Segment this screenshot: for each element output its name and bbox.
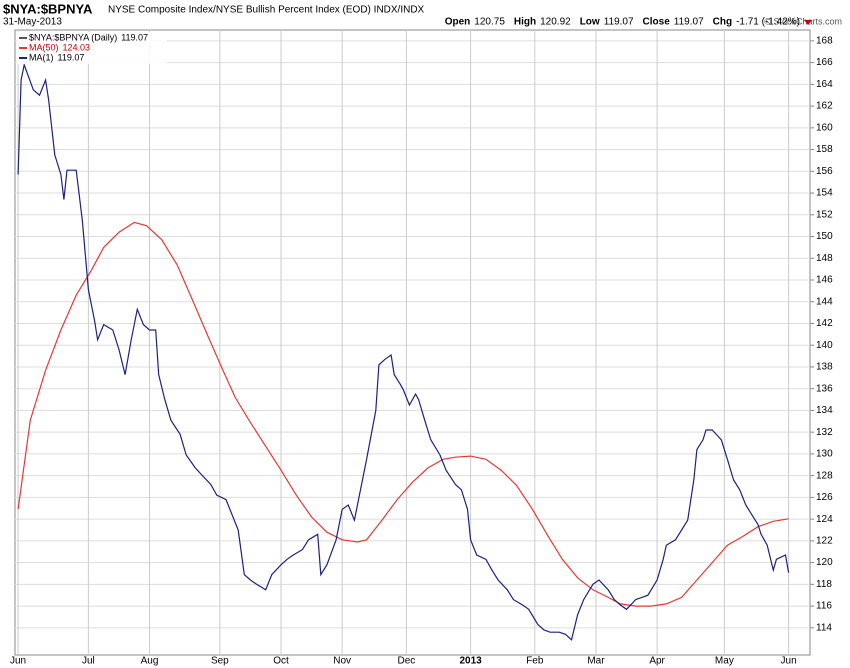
y-tick-label: 158: [816, 144, 833, 155]
quote-label: High: [514, 17, 536, 28]
x-tick-label: 2013: [459, 656, 482, 667]
quote-label: Open: [445, 17, 471, 28]
plot-area: [14, 29, 811, 656]
legend-name: MA(1): [29, 52, 54, 62]
x-tick-label: May: [715, 656, 734, 667]
y-tick-label: 168: [816, 36, 833, 47]
series-line: [17, 221, 789, 607]
x-tick-label: Aug: [141, 656, 159, 667]
chart-subtitle: NYSE Composite Index/NYSE Bullish Percen…: [108, 5, 425, 16]
y-tick-label: 116: [816, 601, 832, 612]
y-tick-label: 166: [816, 57, 833, 68]
y-tick-label: 126: [816, 492, 833, 503]
y-tick-label: 146: [816, 275, 833, 286]
legend-name: MA(50): [29, 42, 59, 52]
y-tick-label: 128: [816, 470, 833, 481]
y-tick-label: 156: [816, 166, 833, 177]
y-tick-label: 154: [816, 188, 833, 199]
chart-date: 31-May-2013: [3, 17, 62, 28]
chart-title: $NYA:$BPNYA: [3, 1, 93, 16]
y-tick-label: 152: [816, 209, 833, 220]
quote-value: -1.71 (-1.42%): [736, 17, 800, 28]
quote-value: 119.07: [674, 17, 704, 28]
legend-value: 119.07: [58, 52, 85, 62]
quote-value: 120.92: [540, 17, 571, 28]
quote-label: Close: [643, 17, 671, 28]
y-tick-label: 144: [816, 296, 833, 307]
legend-value: 124.03: [63, 42, 91, 52]
x-tick-label: Jul: [82, 656, 95, 667]
y-tick-label: 132: [816, 427, 833, 438]
y-tick-label: 134: [816, 405, 833, 416]
y-tick-label: 140: [816, 340, 833, 351]
y-tick-label: 122: [816, 536, 833, 547]
legend-value: 119.07: [121, 32, 148, 42]
x-tick-label: Nov: [333, 656, 351, 667]
quote-label: Low: [580, 17, 600, 28]
legend-bg: [17, 32, 167, 64]
x-tick-label: Dec: [397, 656, 415, 667]
y-tick-label: 150: [816, 231, 833, 242]
series-line: [17, 62, 790, 641]
x-tick-label: Jun: [10, 656, 26, 667]
x-tick-label: Feb: [526, 656, 544, 667]
quote-label: Chg: [713, 17, 732, 28]
quote-value: 119.07: [604, 17, 634, 28]
y-tick-label: 160: [816, 122, 833, 133]
y-tick-label: 142: [816, 318, 833, 329]
y-tick-label: 148: [816, 253, 833, 264]
legend-name: $NYA:$BPNYA (Daily): [29, 32, 117, 42]
x-tick-label: Oct: [273, 656, 289, 667]
y-tick-label: 118: [816, 579, 832, 590]
x-tick-label: Apr: [649, 656, 665, 667]
y-tick-label: 138: [816, 362, 833, 373]
down-marker: [804, 20, 812, 25]
x-tick-label: Sep: [211, 656, 229, 667]
y-tick-label: 124: [816, 514, 833, 525]
credit: © StockCharts.com: [764, 16, 842, 26]
y-tick-label: 136: [816, 383, 833, 394]
x-tick-label: Mar: [587, 656, 605, 667]
quote-value: 120.75: [474, 17, 505, 28]
y-tick-label: 114: [816, 622, 832, 633]
y-tick-label: 120: [816, 557, 833, 568]
y-tick-label: 162: [816, 101, 833, 112]
x-tick-label: Jun: [781, 656, 797, 667]
y-tick-label: 130: [816, 449, 833, 460]
y-tick-label: 164: [816, 79, 833, 90]
